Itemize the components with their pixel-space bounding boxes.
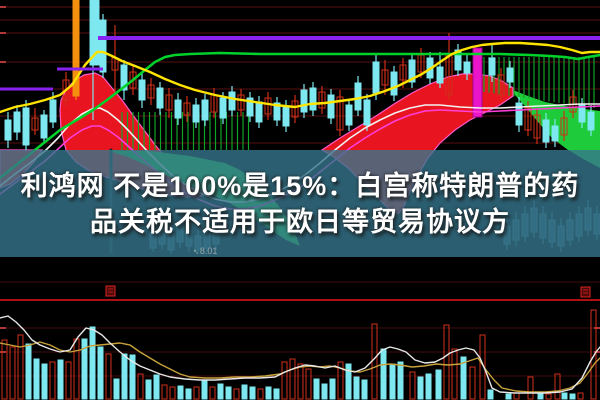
price-marker-label: 8.01 bbox=[193, 246, 218, 258]
